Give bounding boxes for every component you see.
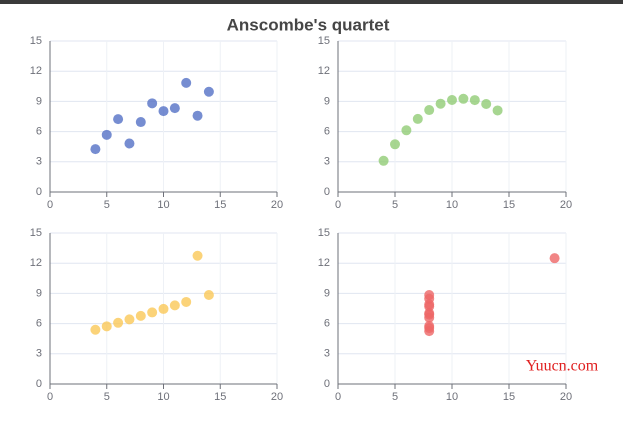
x-tick-label: 10: [446, 391, 458, 403]
point: [435, 98, 446, 109]
x-tick-label: 0: [335, 391, 341, 403]
y-tick-label: 12: [318, 65, 330, 77]
y-tick-label: 3: [324, 348, 330, 360]
point: [90, 324, 101, 335]
point: [124, 138, 135, 149]
point: [158, 106, 169, 117]
y-tick-label: 9: [36, 287, 42, 299]
point: [124, 314, 135, 325]
y-tick-label: 3: [36, 348, 42, 360]
point: [147, 98, 158, 109]
point: [390, 139, 400, 150]
y-tick-label: 3: [324, 156, 330, 168]
y-tick-label: 12: [30, 257, 42, 269]
y-tick-label: 6: [36, 126, 42, 138]
point: [424, 309, 435, 320]
point: [424, 105, 435, 116]
point: [135, 310, 146, 321]
point: [192, 250, 203, 261]
point: [492, 105, 503, 116]
point: [113, 317, 124, 328]
top-bar: [0, 0, 623, 4]
x-tick-label: 5: [392, 199, 398, 211]
point: [424, 299, 435, 310]
point: [113, 114, 124, 125]
y-tick-label: 6: [324, 318, 330, 330]
point: [203, 86, 214, 97]
y-tick-label: 12: [30, 65, 42, 77]
point: [549, 253, 560, 264]
x-tick-label: 15: [214, 199, 226, 211]
x-tick-label: 5: [104, 391, 110, 403]
x-tick-label: 5: [392, 391, 398, 403]
point: [192, 110, 203, 121]
point: [135, 117, 146, 128]
y-tick-label: 0: [324, 186, 330, 198]
point: [481, 99, 492, 110]
point: [181, 77, 192, 88]
x-tick-label: 15: [503, 199, 515, 211]
x-tick-label: 0: [47, 391, 53, 403]
y-tick-label: 15: [30, 35, 42, 47]
point: [169, 300, 180, 311]
y-tick-label: 15: [318, 35, 330, 47]
y-tick-label: 3: [36, 156, 42, 168]
point: [469, 95, 480, 106]
y-tick-label: 0: [36, 378, 42, 390]
point: [147, 307, 158, 318]
x-tick-label: 20: [271, 199, 283, 211]
y-tick-label: 12: [318, 257, 330, 269]
y-tick-label: 6: [324, 126, 330, 138]
point: [447, 94, 457, 105]
x-tick-label: 10: [157, 391, 169, 403]
x-tick-label: 15: [214, 391, 226, 403]
point: [378, 155, 389, 166]
x-tick-label: 0: [47, 199, 53, 211]
y-tick-label: 15: [30, 227, 42, 239]
point: [158, 303, 169, 314]
y-tick-label: 15: [318, 227, 330, 239]
y-tick-label: 9: [36, 95, 42, 107]
point: [458, 93, 469, 104]
x-tick-label: 20: [560, 199, 572, 211]
point: [101, 129, 112, 140]
x-tick-label: 20: [271, 391, 283, 403]
x-tick-label: 0: [335, 199, 341, 211]
x-tick-label: 10: [446, 199, 458, 211]
x-tick-label: 5: [104, 199, 110, 211]
point: [424, 323, 435, 334]
point: [401, 125, 412, 136]
point: [101, 321, 112, 332]
watermark: Yuucn.com: [526, 358, 599, 375]
x-tick-label: 15: [503, 391, 515, 403]
y-tick-label: 9: [324, 95, 330, 107]
y-tick-label: 9: [324, 287, 330, 299]
point: [412, 113, 423, 124]
y-tick-label: 0: [324, 378, 330, 390]
chart-title: Anscombe's quartet: [227, 15, 390, 34]
point: [203, 290, 214, 301]
point: [169, 103, 180, 114]
y-tick-label: 6: [36, 318, 42, 330]
y-tick-label: 0: [36, 186, 42, 198]
x-tick-label: 20: [560, 391, 572, 403]
point: [90, 144, 101, 155]
point: [181, 296, 192, 307]
x-tick-label: 10: [157, 199, 169, 211]
